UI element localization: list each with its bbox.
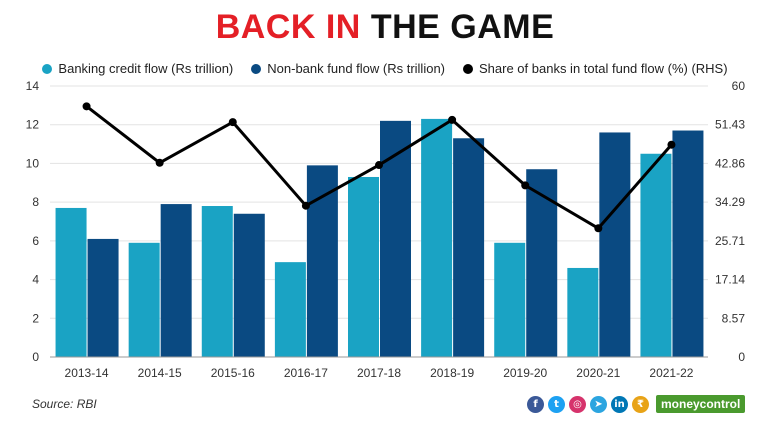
point-share-banks: [155, 158, 164, 167]
bar-non-bank: [599, 132, 631, 357]
y-left-tick-label: 6: [32, 234, 39, 248]
linkedin-icon[interactable]: in: [611, 395, 628, 413]
facebook-icon[interactable]: f: [527, 395, 544, 413]
y-right-tick-label: 60: [732, 79, 746, 93]
bar-non-bank: [87, 238, 119, 357]
x-tick-label: 2013-14: [65, 366, 109, 380]
title-part-black: THE GAME: [370, 8, 555, 46]
bar-banking-credit: [274, 262, 306, 357]
chart-title: BACK IN THE GAME: [0, 8, 770, 47]
legend: Banking credit flow (Rs trillion) Non-ba…: [0, 61, 770, 76]
legend-item-non-bank: Non-bank fund flow (Rs trillion): [251, 61, 445, 76]
bar-banking-credit: [421, 118, 453, 358]
point-share-banks: [228, 118, 237, 127]
legend-marker-banking-credit: [42, 63, 53, 74]
point-share-banks: [594, 224, 603, 233]
bar-non-bank: [453, 138, 485, 357]
brand-logo[interactable]: moneycontrol: [656, 395, 746, 413]
instagram-icon[interactable]: ◎: [569, 395, 586, 413]
point-share-banks: [301, 201, 310, 210]
y-left-tick-label: 14: [26, 79, 40, 93]
y-left-tick-label: 4: [32, 273, 39, 287]
bar-banking-credit: [567, 267, 599, 357]
x-tick-label: 2021-22: [649, 366, 693, 380]
point-share-banks: [82, 102, 91, 111]
y-right-tick-label: 8.57: [722, 311, 746, 325]
x-tick-label: 2017-18: [357, 366, 401, 380]
legend-label-non-bank: Non-bank fund flow (Rs trillion): [267, 61, 445, 76]
x-tick-label: 2020-21: [576, 366, 620, 380]
x-tick-label: 2014-15: [138, 366, 182, 380]
legend-label-share-banks: Share of banks in total fund flow (%) (R…: [479, 61, 728, 76]
title-part-red: BACK IN: [215, 8, 361, 46]
point-share-banks: [375, 161, 383, 170]
y-right-tick-label: 42.86: [715, 156, 745, 170]
telegram-icon[interactable]: ➤: [590, 395, 607, 413]
legend-marker-share-banks: [463, 63, 473, 74]
bar-non-bank: [672, 130, 704, 357]
y-right-tick-label: 17.14: [715, 273, 745, 287]
bar-non-bank: [233, 213, 265, 357]
twitter-icon[interactable]: t: [548, 395, 565, 413]
bar-non-bank: [160, 204, 192, 357]
bar-non-bank: [526, 169, 558, 357]
footer-socials: f t ◎ ➤ in ₹ moneycontrol: [527, 395, 746, 413]
legend-label-banking-credit: Banking credit flow (Rs trillion): [58, 61, 234, 76]
y-left-tick-label: 10: [26, 156, 40, 170]
point-share-banks: [521, 181, 530, 190]
bar-banking-credit: [494, 242, 526, 357]
y-left-tick-label: 0: [32, 350, 39, 364]
y-left-tick-label: 8: [32, 195, 39, 209]
y-left-tick-label: 2: [32, 311, 39, 325]
bar-banking-credit: [640, 153, 672, 357]
legend-marker-non-bank: [251, 63, 262, 74]
x-tick-label: 2015-16: [211, 366, 255, 380]
y-right-tick-label: 51.43: [715, 118, 745, 132]
y-left-tick-label: 12: [26, 118, 40, 132]
bar-banking-credit: [55, 207, 87, 357]
point-share-banks: [448, 115, 457, 124]
moneycontrol-coin-icon[interactable]: ₹: [632, 395, 649, 413]
legend-item-share-banks: Share of banks in total fund flow (%) (R…: [463, 61, 728, 76]
y-right-tick-label: 25.71: [715, 234, 745, 248]
y-right-tick-label: 34.29: [715, 195, 745, 209]
bar-banking-credit: [201, 206, 233, 357]
x-tick-label: 2016-17: [284, 366, 328, 380]
legend-item-banking-credit: Banking credit flow (Rs trillion): [42, 61, 233, 76]
x-tick-label: 2018-19: [430, 366, 474, 380]
point-share-banks: [667, 140, 676, 149]
source-note: Source: RBI: [32, 397, 97, 411]
bar-banking-credit: [348, 176, 379, 357]
bar-banking-credit: [128, 242, 160, 357]
bar-non-bank: [306, 165, 338, 357]
y-right-tick-label: 0: [738, 350, 745, 364]
x-tick-label: 2019-20: [503, 366, 547, 380]
